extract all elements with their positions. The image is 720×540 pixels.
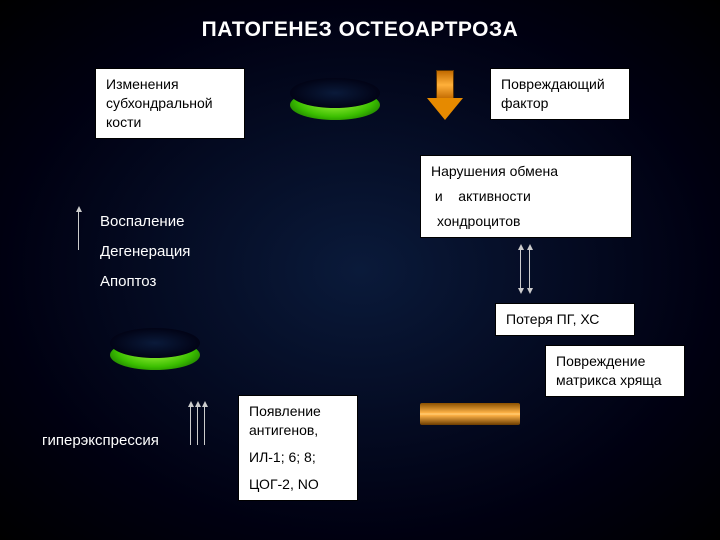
text-line: кости [106,113,234,132]
up-arrows-icon [190,405,205,445]
text-line: Потеря ПГ, ХС [506,310,624,329]
text-line: матрикса хряща [556,371,674,390]
box-antigens: Появление антигенов, ИЛ-1; 6; 8; ЦОГ-2, … [238,395,358,501]
box-loss: Потеря ПГ, ХС [495,303,635,336]
text-line: Появление [249,402,347,421]
text-line: Повреждение [556,352,674,371]
text-line: Изменения [106,75,234,94]
down-arrow-icon [430,70,460,120]
text-line: антигенов, [249,421,347,440]
slide-title: ПАТОГЕНЕЗ ОСТЕОАРТРОЗА [0,18,720,42]
text-line: Нарушения обмена [431,162,621,181]
label-inflammation: Воспаление [100,213,184,230]
text-line: Повреждающий [501,75,619,94]
updown-arrows-icon [520,248,530,290]
box-subchondral: Изменения субхондральной кости [95,68,245,139]
box-matrix: Повреждение матрикса хряща [545,345,685,397]
text-line: субхондральной [106,94,234,113]
box-metabolism: Нарушения обмена и активности хондроцито… [420,155,632,238]
crescent-icon [110,340,200,370]
up-arrows-icon [78,210,79,250]
text-span: и [435,188,443,204]
text-line: ИЛ-1; 6; 8; [249,448,347,467]
text-line: фактор [501,94,619,113]
text-line: хондроцитов [437,212,621,231]
label-apoptosis: Апоптоз [100,273,156,290]
text-line: и активности [431,187,621,206]
label-hyperexpression: гиперэкспрессия [42,432,159,449]
orange-bar-icon [420,403,520,425]
text-span: активности [458,188,531,204]
crescent-icon [290,90,380,120]
text-line: ЦОГ-2, NO [249,475,347,494]
box-damaging: Повреждающий фактор [490,68,630,120]
label-degeneration: Дегенерация [100,243,190,260]
